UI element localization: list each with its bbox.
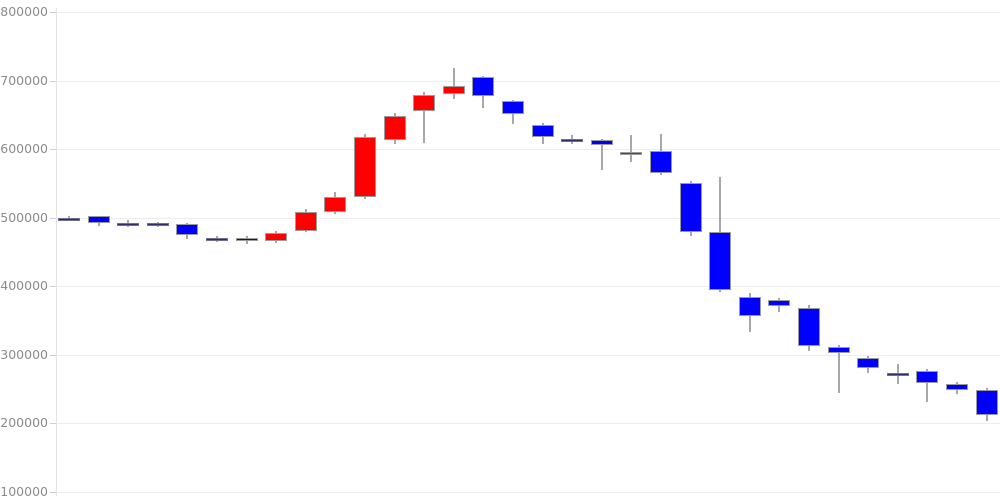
gridline <box>56 12 1000 13</box>
candle-body <box>442 86 465 94</box>
candle-body <box>324 197 347 212</box>
candlestick[interactable] <box>87 0 118 500</box>
y-axis-tick-mark <box>50 286 57 288</box>
candlestick[interactable] <box>827 0 858 500</box>
candlestick[interactable] <box>768 0 798 500</box>
candlestick[interactable] <box>590 0 621 500</box>
y-axis-tick-label: 200000 <box>0 415 48 431</box>
gridline <box>56 149 1000 151</box>
candle-body <box>265 232 288 242</box>
candlestick[interactable] <box>58 0 88 500</box>
candle-body <box>354 136 376 198</box>
candlestick[interactable] <box>857 0 887 500</box>
candle-body <box>946 383 968 390</box>
candle-wick <box>837 345 840 393</box>
candlestick[interactable] <box>709 0 739 500</box>
candle-wick <box>926 369 929 403</box>
candle-wick <box>600 138 603 170</box>
candlestick[interactable] <box>176 0 206 500</box>
candlestick[interactable] <box>946 0 976 500</box>
y-axis-tick-label: 700000 <box>0 72 48 88</box>
candle-body <box>87 216 110 224</box>
candle-body <box>650 151 672 174</box>
candle-body <box>886 372 909 376</box>
y-axis-tick-mark <box>50 80 57 82</box>
candle-body <box>709 232 732 290</box>
candlestick[interactable] <box>354 0 384 500</box>
gridline <box>56 354 1000 356</box>
candlestick[interactable] <box>886 0 917 500</box>
candle-wick <box>423 92 426 143</box>
candlestick[interactable] <box>650 0 680 500</box>
candlestick[interactable] <box>383 0 414 500</box>
candle-wick <box>630 135 633 163</box>
candlestick[interactable] <box>265 0 295 500</box>
candlestick[interactable] <box>294 0 325 500</box>
candlestick[interactable] <box>324 0 354 500</box>
candle-body <box>620 151 643 156</box>
candlestick[interactable] <box>235 0 266 500</box>
candle-body <box>294 212 317 231</box>
candle-body <box>235 237 258 242</box>
y-axis-tick-mark <box>50 217 57 219</box>
gridline <box>56 492 1000 493</box>
gridline <box>56 423 1000 425</box>
candle-body <box>561 138 584 142</box>
y-axis-tick-mark <box>50 149 57 151</box>
candlestick[interactable] <box>975 0 1000 500</box>
candle-body <box>413 94 436 112</box>
candlestick[interactable] <box>561 0 591 500</box>
y-axis-tick-mark <box>50 12 57 13</box>
candlestick[interactable] <box>620 0 650 500</box>
candle-body <box>975 389 998 416</box>
candle-wick <box>452 68 455 100</box>
candle-body <box>206 237 228 241</box>
candle-body <box>768 300 791 307</box>
candlestick[interactable] <box>117 0 147 500</box>
y-axis-tick-label: 300000 <box>0 346 48 362</box>
candle-body <box>176 223 199 235</box>
candle-body <box>798 307 820 346</box>
candle-body <box>590 140 613 146</box>
y-axis-tick-mark <box>50 492 57 493</box>
gridline <box>56 217 1000 219</box>
candle-body <box>827 347 850 353</box>
candle-body <box>531 125 554 138</box>
candle-body <box>502 101 524 115</box>
y-axis-tick-label: 800000 <box>0 4 48 19</box>
candle-body <box>383 116 406 141</box>
candlestick[interactable] <box>916 0 946 500</box>
candlestick[interactable] <box>472 0 502 500</box>
candlestick[interactable] <box>738 0 769 500</box>
gridline <box>56 80 1000 82</box>
candle-body <box>117 222 140 226</box>
candle-body <box>857 357 880 368</box>
candle-body <box>146 223 169 227</box>
y-axis-tick-mark <box>50 354 57 356</box>
candlestick[interactable] <box>798 0 828 500</box>
y-axis-tick-mark <box>50 423 57 425</box>
candle-body <box>472 77 495 96</box>
candle-body <box>916 371 939 383</box>
candlestick[interactable] <box>679 0 710 500</box>
y-axis-tick-label: 100000 <box>0 484 48 499</box>
candlestick[interactable] <box>442 0 473 500</box>
candlestick[interactable] <box>502 0 532 500</box>
candlestick[interactable] <box>531 0 562 500</box>
y-axis-line <box>56 8 57 496</box>
y-axis-tick-label: 600000 <box>0 141 48 157</box>
candle-body <box>58 217 80 221</box>
y-axis-tick-label: 400000 <box>0 278 48 294</box>
gridline <box>56 286 1000 288</box>
candlestick[interactable] <box>146 0 177 500</box>
candlestick[interactable] <box>413 0 443 500</box>
candlestick[interactable] <box>206 0 236 500</box>
y-axis-tick-label: 500000 <box>0 209 48 225</box>
candle-body <box>738 297 761 317</box>
candle-body <box>679 183 702 233</box>
